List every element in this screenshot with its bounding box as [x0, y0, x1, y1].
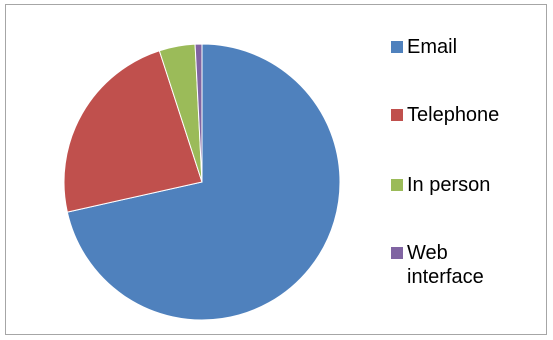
legend-swatch-in-person [391, 179, 403, 191]
legend-swatch-web-interface [391, 247, 403, 259]
legend-item-web-interface: Web interface [391, 241, 527, 289]
legend-swatch-email [391, 41, 403, 53]
pie-slice-telephone [63, 50, 203, 213]
legend-label-email: Email [407, 36, 458, 58]
legend-item-telephone: Telephone [391, 103, 527, 127]
legend-swatch-telephone [391, 109, 403, 121]
legend-item-email: Email [391, 35, 527, 59]
legend-label-telephone: Telephone [407, 104, 500, 126]
legend-label-in-person: In person [407, 174, 491, 196]
legend-item-in-person: In person [391, 173, 527, 197]
pie-slice-web-interface [194, 43, 203, 183]
pie-slice-email [66, 43, 341, 321]
chart-area: Email Telephone In person Web interface [5, 4, 547, 335]
pie-chart [63, 43, 341, 321]
legend-label-web-interface: Web interface [407, 242, 484, 288]
